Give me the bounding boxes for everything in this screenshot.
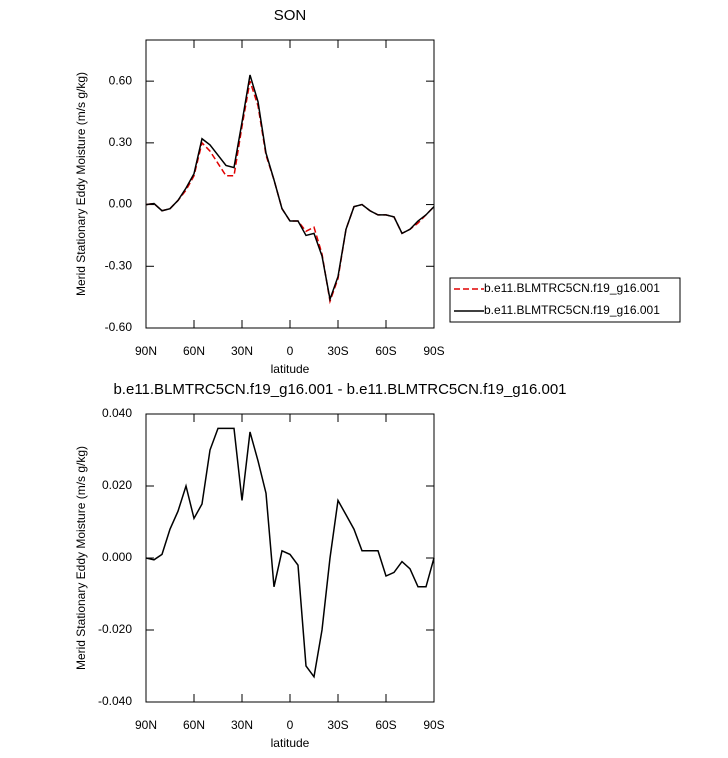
y-tick-label: -0.60	[105, 320, 133, 334]
x-tick-label: 60N	[183, 718, 205, 732]
y-tick-label: 0.000	[102, 550, 132, 564]
y-tick-label: 0.30	[109, 135, 133, 149]
y-tick-label: -0.040	[98, 694, 132, 708]
x-axis-label: latitude	[271, 736, 310, 750]
y-tick-label: -0.30	[105, 258, 133, 272]
x-tick-label: 90N	[135, 344, 157, 358]
x-tick-label: 60N	[183, 344, 205, 358]
legend-box	[449, 277, 681, 323]
x-tick-label: 90S	[423, 344, 444, 358]
y-axis-label: Merid Stationary Eddy Moisture (m/s g/kg…	[74, 446, 88, 670]
y-tick-label: 0.00	[109, 197, 133, 211]
x-tick-label: 90S	[423, 718, 444, 732]
y-tick-label: 0.60	[109, 73, 133, 87]
chart-title: b.e11.BLMTRC5CN.f19_g16.001 - b.e11.BLMT…	[113, 381, 566, 398]
legend-label: b.e11.BLMTRC5CN.f19_g16.001	[484, 303, 660, 317]
x-tick-label: 30N	[231, 344, 253, 358]
x-axis-label: latitude	[271, 362, 310, 376]
x-tick-label: 0	[287, 344, 294, 358]
y-axis-label: Merid Stationary Eddy Moisture (m/s g/kg…	[74, 72, 88, 296]
data-line	[145, 74, 435, 303]
legend-label: b.e11.BLMTRC5CN.f19_g16.001	[484, 281, 660, 295]
x-tick-label: 30N	[231, 718, 253, 732]
x-tick-label: 60S	[375, 718, 396, 732]
x-tick-label: 0	[287, 718, 294, 732]
data-line	[145, 427, 435, 679]
x-tick-label: 30S	[327, 718, 348, 732]
x-tick-label: 30S	[327, 344, 348, 358]
y-tick-label: 0.040	[102, 406, 132, 420]
y-tick-label: -0.020	[98, 622, 132, 636]
plot-frame	[145, 39, 435, 329]
data-line	[145, 80, 435, 305]
chart-title: SON	[274, 7, 307, 24]
x-tick-label: 90N	[135, 718, 157, 732]
y-tick-label: 0.020	[102, 478, 132, 492]
x-tick-label: 60S	[375, 344, 396, 358]
plot-frame	[145, 413, 435, 703]
